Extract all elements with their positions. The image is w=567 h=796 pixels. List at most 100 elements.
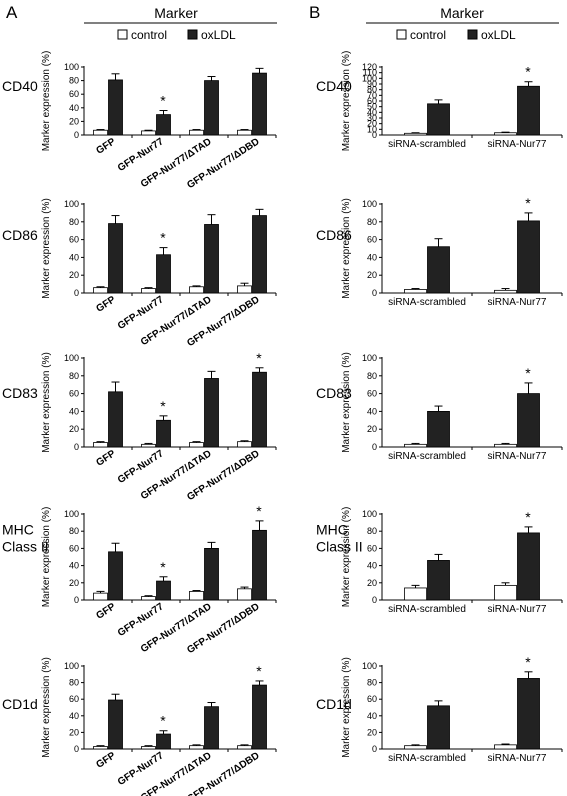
panel-a-header: Marker: [154, 5, 198, 21]
a-cd1d-ytick-label-80: 80: [69, 678, 79, 688]
panel-letter-b: B: [309, 3, 320, 22]
a-mhc-bar-control-0: [93, 592, 108, 601]
b-cd86-xlabel-0: siRNA-scrambled: [388, 297, 466, 308]
a-cd1d-significance-3: *: [256, 663, 262, 679]
a-cd40-ytick-label-0: 0: [74, 130, 79, 140]
a-cd86-ytick-label-100: 100: [64, 199, 79, 209]
b-mhc-bar-oxldl-0: [427, 560, 450, 601]
a-mhc-ytick-label-20: 20: [69, 578, 79, 588]
b-cd1d-bar-oxldl-1: [517, 678, 540, 750]
b-cd40-ytick-label-80: 80: [367, 85, 377, 95]
b-cd1d-ytick-label-20: 20: [367, 727, 377, 737]
a-cd40-ytick-label-80: 80: [69, 76, 79, 86]
b-cd83-xlabel-1: siRNA-Nur77: [488, 451, 547, 462]
b-cd1d-ytick-label-0: 0: [372, 744, 377, 754]
a-cd1d-ytick-label-40: 40: [69, 711, 79, 721]
b-cd86-ytick-label-100: 100: [362, 199, 377, 209]
a-cd86-bar-control-1: [141, 288, 156, 294]
b-cd86-bar-oxldl-1: [517, 220, 540, 294]
b-cd86-significance-1: *: [525, 195, 531, 211]
b-mhc-xlabel-1: siRNA-Nur77: [488, 604, 547, 615]
a-cd1d-bar-control-3: [237, 745, 252, 750]
a-cd40-ytick-label-60: 60: [69, 89, 79, 99]
b-cd40-ylabel: Marker expression (%): [341, 51, 352, 152]
a-cd86-ytick-label-40: 40: [69, 252, 79, 262]
b-cd40-ytick-label-20: 20: [367, 119, 377, 129]
a-cd1d-bar-oxldl-2: [204, 706, 219, 750]
a-cd86-ytick-label-80: 80: [69, 217, 79, 227]
a-cd83-significance-3: *: [256, 350, 262, 366]
b-cd83-bar-control-1: [494, 443, 517, 448]
a-cd40-bar-oxldl-3: [252, 72, 267, 136]
b-cd40-xlabel-1: siRNA-Nur77: [488, 139, 547, 150]
legend-a-oxldl-swatch: [187, 29, 198, 40]
a-cd83-bar-oxldl-1: [156, 419, 171, 448]
a-cd40-bar-control-2: [189, 129, 204, 136]
b-cd1d-ytick-label-60: 60: [367, 694, 377, 704]
legend-a-control-swatch: [117, 29, 128, 40]
a-cd83-ytick-label-20: 20: [69, 424, 79, 434]
b-cd86-bar-oxldl-0: [427, 246, 450, 294]
b-mhc-ylabel: Marker expression (%): [341, 507, 352, 608]
a-cd83-bar-control-3: [237, 441, 252, 448]
b-cd83-bar-control-0: [404, 443, 427, 448]
a-cd86-bar-oxldl-3: [252, 215, 267, 294]
a-cd1d-bar-oxldl-1: [156, 733, 171, 750]
b-mhc-ytick-label-100: 100: [362, 509, 377, 519]
a-mhc-ytick-label-40: 40: [69, 561, 79, 571]
a-cd86-bar-oxldl-1: [156, 254, 171, 294]
b-cd40-bar-control-1: [494, 132, 517, 136]
b-cd40-xlabel-0: siRNA-scrambled: [388, 139, 466, 150]
b-cd83-ytick-label-80: 80: [367, 371, 377, 381]
b-cd40-ytick-label-30: 30: [367, 113, 377, 123]
a-cd40-ytick-label-20: 20: [69, 116, 79, 126]
a-cd86-bar-control-2: [189, 286, 204, 294]
a-mhc-bar-control-3: [237, 588, 252, 601]
a-mhc-ytick-label-0: 0: [74, 595, 79, 605]
legend-b-control-swatch: [396, 29, 407, 40]
a-cd1d-ylabel: Marker expression (%): [41, 657, 52, 758]
b-cd86-ytick-label-80: 80: [367, 217, 377, 227]
a-cd86-bar-control-3: [237, 285, 252, 294]
b-cd83-ytick-label-0: 0: [372, 442, 377, 452]
a-cd83-ytick-label-40: 40: [69, 406, 79, 416]
a-cd83-ytick-label-60: 60: [69, 389, 79, 399]
b-cd1d-ytick-label-40: 40: [367, 711, 377, 721]
b-cd86-ytick-label-60: 60: [367, 235, 377, 245]
a-mhc-row-label-0: MHC: [2, 522, 34, 538]
b-cd83-xlabel-0: siRNA-scrambled: [388, 451, 466, 462]
a-mhc-ytick-label-80: 80: [69, 526, 79, 536]
b-cd1d-row-label-0: CD1d: [316, 696, 352, 712]
b-cd83-ytick-label-40: 40: [367, 406, 377, 416]
b-cd40-significance-1: *: [525, 64, 531, 80]
a-cd83-bar-oxldl-3: [252, 371, 267, 448]
a-mhc-bar-oxldl-3: [252, 529, 267, 601]
b-cd1d-ylabel: Marker expression (%): [341, 657, 352, 758]
b-cd1d-bar-control-1: [494, 744, 517, 750]
a-cd1d-bar-oxldl-0: [108, 699, 123, 750]
a-cd1d-ytick-label-60: 60: [69, 694, 79, 704]
b-cd40-ytick-label-10: 10: [367, 124, 377, 134]
a-cd1d-bar-control-0: [93, 746, 108, 750]
legend-a-oxldl-label: oxLDL: [201, 28, 236, 42]
a-cd40-bar-oxldl-2: [204, 80, 219, 136]
a-cd40-significance-1: *: [160, 93, 166, 109]
a-cd83-ylabel: Marker expression (%): [41, 352, 52, 453]
a-cd86-row-label-0: CD86: [2, 227, 38, 243]
b-cd86-bar-control-0: [404, 289, 427, 294]
b-cd40-ytick-label-90: 90: [367, 79, 377, 89]
b-cd86-ylabel: Marker expression (%): [341, 198, 352, 299]
a-mhc-significance-1: *: [160, 559, 166, 575]
a-cd86-significance-1: *: [160, 230, 166, 246]
a-mhc-ytick-label-60: 60: [69, 543, 79, 553]
a-cd1d-bar-oxldl-3: [252, 684, 267, 750]
a-cd86-ytick-label-20: 20: [69, 270, 79, 280]
a-cd83-xlabel-0: GFP: [94, 448, 118, 469]
a-cd86-bar-oxldl-2: [204, 224, 219, 294]
a-cd40-ytick-label-40: 40: [69, 103, 79, 113]
b-cd83-ytick-label-100: 100: [362, 353, 377, 363]
a-cd83-bar-oxldl-2: [204, 378, 219, 448]
b-cd1d-xlabel-1: siRNA-Nur77: [488, 753, 547, 764]
a-cd83-row-label-0: CD83: [2, 385, 38, 401]
